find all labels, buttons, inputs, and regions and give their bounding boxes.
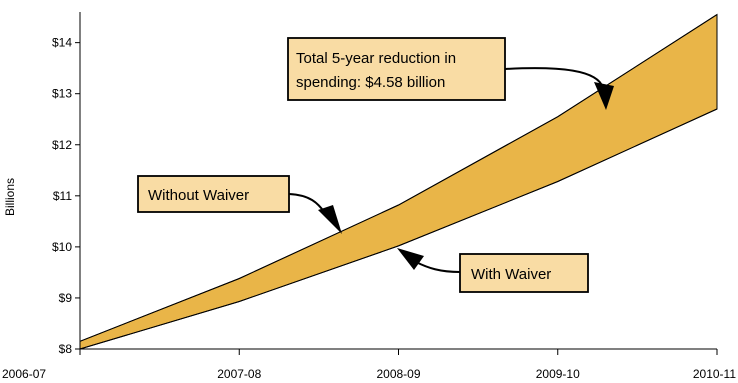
y-tick-label: $12 (52, 138, 72, 152)
callout-with-waiver-box (459, 253, 589, 293)
y-tick-label: $14 (52, 36, 72, 50)
y-tick-label: $10 (52, 240, 72, 254)
callout-without-waiver-box (137, 175, 290, 213)
y-tick-label: $13 (52, 87, 72, 101)
callout-with-waiver: With Waiver (397, 248, 589, 293)
callout-with-waiver-text: With Waiver (471, 266, 551, 283)
y-tick-label: $8 (59, 342, 73, 356)
callout-reduction-line2: spending: $4.58 billion (296, 74, 445, 91)
callout-reduction: Total 5-year reduction in spending: $4.5… (287, 37, 614, 110)
callout-without-waiver: Without Waiver (137, 175, 342, 234)
x-tick-label: 2006-07 (2, 367, 46, 381)
callout-reduction-box (287, 37, 506, 101)
callout-reduction-arrowhead (594, 82, 614, 110)
x-tick-label: 2008-09 (376, 367, 420, 381)
callout-with-waiver-arrowhead (397, 248, 424, 270)
x-tick-label: 2007-08 (217, 367, 261, 381)
x-tick-label: 2010-11 (693, 367, 736, 381)
series-line-with-waiver (79, 108, 718, 350)
plot-area (79, 13, 718, 350)
y-tick-label: $11 (53, 189, 72, 203)
callout-reduction-line1: Total 5-year reduction in (296, 50, 456, 67)
callout-with-waiver-arrow (415, 261, 461, 273)
x-tick-label: 2009-10 (536, 367, 580, 381)
y-ticks: $8 $9 $10 $11 $12 $13 $14 (52, 36, 80, 356)
y-tick-label: $9 (59, 291, 73, 305)
y-axis-label: Billions (3, 178, 17, 216)
x-ticks: 2006-07 2007-08 2008-09 2009-10 2010-11 (2, 349, 736, 381)
series-line-without-waiver (79, 14, 718, 342)
callout-without-waiver-arrowhead (318, 205, 342, 234)
callout-reduction-arrow (504, 67, 604, 89)
callout-without-waiver-text: Without Waiver (148, 187, 249, 204)
